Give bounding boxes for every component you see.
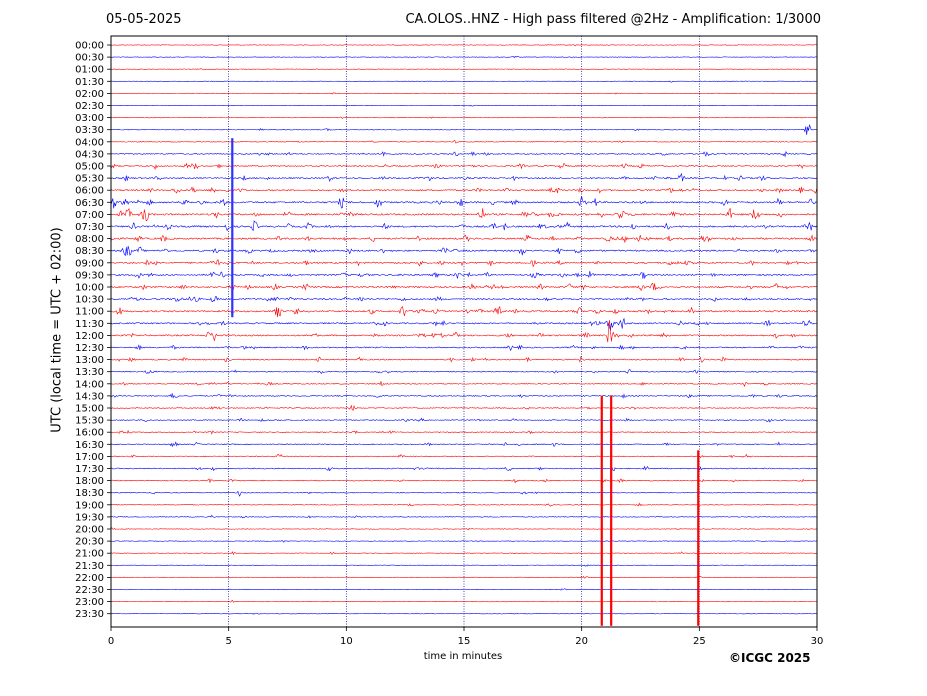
y-tick-label: 18:00 [75, 476, 104, 487]
trace-row [110, 404, 817, 411]
trace-row [110, 320, 817, 343]
y-tick-label: 22:00 [75, 573, 104, 584]
x-axis-label: time in minutes [423, 651, 503, 662]
trace-row [110, 417, 817, 423]
x-tick-label: 15 [458, 636, 471, 647]
x-tick-label: 20 [575, 636, 588, 647]
y-tick-label: 13:30 [75, 367, 104, 378]
y-tick-label: 20:00 [75, 525, 104, 536]
trace-row [110, 271, 817, 280]
trace-row [110, 245, 817, 257]
trace-row [110, 564, 817, 567]
y-tick-label: 18:30 [75, 488, 104, 499]
trace-row [110, 393, 817, 399]
event-spike [231, 138, 234, 318]
date-label: 05-05-2025 [106, 12, 182, 27]
copyright-label: ©ICGC 2025 [729, 651, 811, 665]
y-tick-label: 03:00 [75, 113, 104, 124]
y-tick-label: 02:30 [75, 101, 104, 112]
y-tick-label: 17:30 [75, 464, 104, 475]
y-tick-label: 11:00 [75, 307, 104, 318]
y-tick-label: 13:00 [75, 355, 104, 366]
y-tick-label: 15:00 [75, 404, 104, 415]
y-tick-label: 09:00 [75, 258, 104, 269]
x-tick-label: 10 [340, 636, 353, 647]
y-tick-label: 15:30 [75, 416, 104, 427]
y-tick-label: 00:00 [75, 41, 104, 52]
y-ticks: 00:0000:3001:0001:3002:0002:3003:0003:30… [75, 41, 111, 620]
x-tick-label: 0 [108, 636, 114, 647]
y-tick-label: 10:30 [75, 295, 104, 306]
y-tick-label: 14:00 [75, 379, 104, 390]
y-tick-label: 08:30 [75, 246, 104, 257]
y-tick-label: 21:00 [75, 549, 104, 560]
y-tick-label: 12:30 [75, 343, 104, 354]
y-tick-label: 00:30 [75, 53, 104, 64]
trace-row [110, 453, 817, 459]
x-ticks: 0 5 10 15 20 25 30 [108, 627, 824, 647]
y-tick-label: 22:30 [75, 585, 104, 596]
vertical-grid [228, 36, 700, 627]
x-tick-label: 5 [225, 636, 231, 647]
y-tick-label: 04:00 [75, 137, 104, 148]
y-tick-label: 12:00 [75, 331, 104, 342]
y-tick-label: 19:30 [75, 512, 104, 523]
y-tick-label: 04:30 [75, 149, 104, 160]
y-tick-label: 16:30 [75, 440, 104, 451]
y-tick-label: 07:30 [75, 222, 104, 233]
trace-row [110, 259, 817, 268]
y-tick-label: 05:00 [75, 162, 104, 173]
trace-row [110, 124, 817, 135]
y-tick-label: 16:00 [75, 428, 104, 439]
trace-row [110, 104, 817, 107]
trace-row [110, 186, 817, 194]
trace-row [110, 282, 817, 292]
trace-row [110, 116, 817, 119]
event-spike [697, 450, 700, 626]
y-tick-label: 23:30 [75, 609, 104, 620]
y-tick-label: 11:30 [75, 319, 104, 330]
x-tick-label: 25 [693, 636, 706, 647]
y-tick-label: 07:00 [75, 210, 104, 221]
x-tick-label: 30 [811, 636, 824, 647]
y-tick-label: 19:00 [75, 500, 104, 511]
y-tick-label: 23:00 [75, 597, 104, 608]
y-tick-label: 08:00 [75, 234, 104, 245]
event-spike [610, 395, 613, 626]
y-tick-label: 10:00 [75, 283, 104, 294]
trace-row [110, 92, 817, 95]
trace-row [110, 344, 817, 352]
trace-row [110, 172, 817, 183]
y-tick-label: 06:00 [75, 186, 104, 197]
y-tick-label: 06:30 [75, 198, 104, 209]
y-tick-label: 03:30 [75, 125, 104, 136]
event-spike [600, 395, 603, 626]
y-tick-label: 02:00 [75, 89, 104, 100]
y-tick-label: 09:30 [75, 270, 104, 281]
y-tick-label: 20:30 [75, 537, 104, 548]
y-tick-label: 21:30 [75, 561, 104, 572]
y-tick-label: 01:30 [75, 77, 104, 88]
vertical-spikes [231, 138, 700, 626]
y-tick-label: 14:30 [75, 391, 104, 402]
y-tick-label: 05:30 [75, 174, 104, 185]
chart-title: CA.OLOS..HNZ - High pass filtered @2Hz -… [405, 12, 821, 27]
y-tick-label: 01:00 [75, 65, 104, 76]
y-tick-label: 17:00 [75, 452, 104, 463]
trace-row [110, 44, 817, 46]
